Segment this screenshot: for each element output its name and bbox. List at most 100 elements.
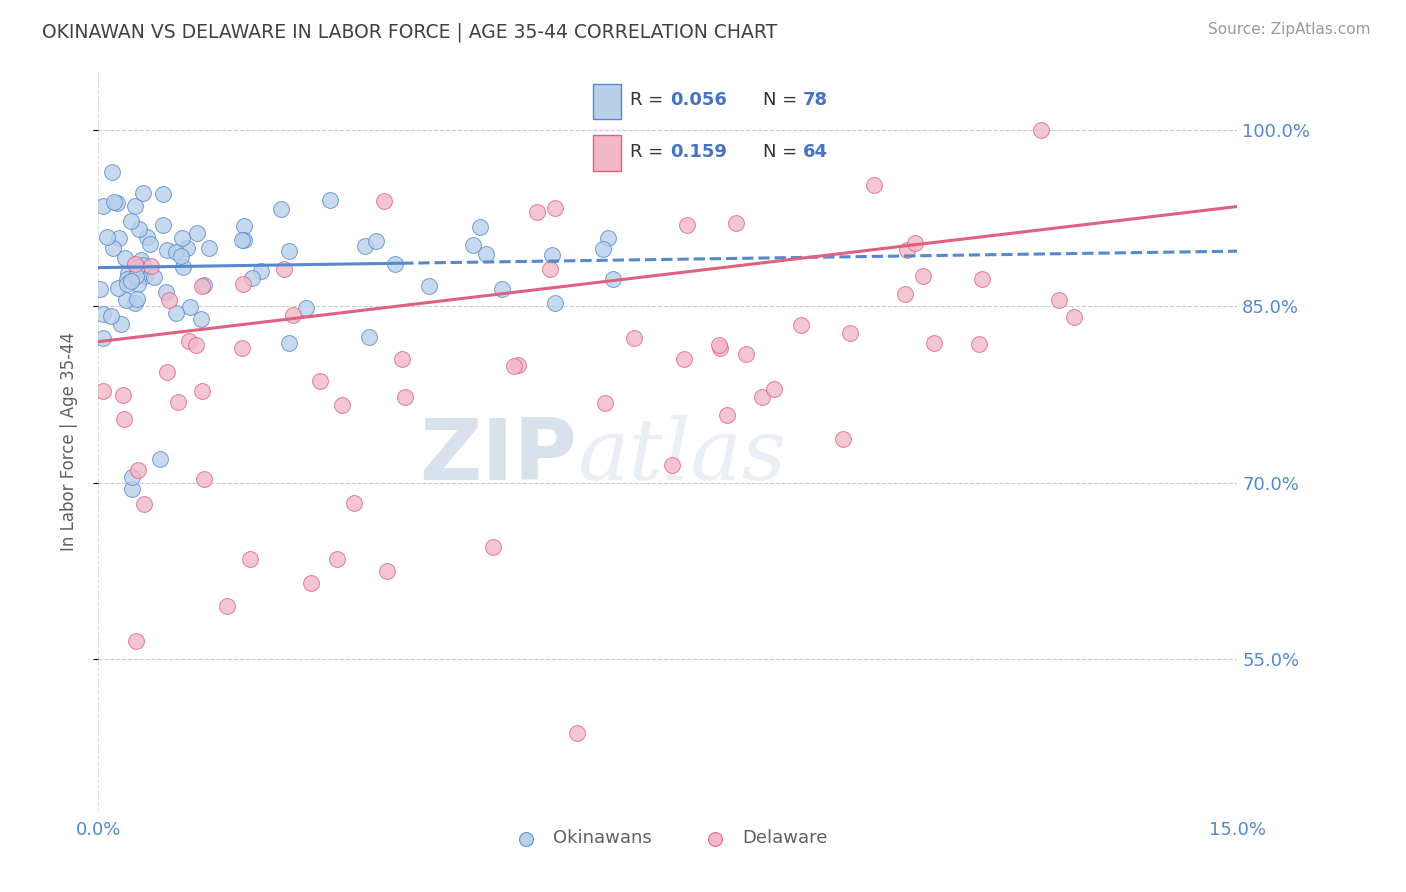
Point (193, 472, 215, 486)
Text: atlas: atlas (576, 415, 786, 498)
Point (709, 341, 731, 355)
Point (593, 395, 616, 409)
Point (233, 219, 256, 234)
Point (673, 352, 696, 367)
Point (418, 278, 440, 293)
Point (101, 241, 124, 255)
Point (103, 194, 125, 209)
Point (156, 365, 179, 379)
Point (100, 309, 122, 323)
Point (91, 331, 114, 345)
Point (538, 261, 561, 276)
Point (354, 239, 377, 253)
Text: 0.056: 0.056 (671, 92, 727, 110)
Point (661, 458, 683, 473)
Point (122, 269, 145, 284)
Point (125, 269, 148, 284)
Point (270, 202, 292, 216)
Point (967, 336, 990, 351)
Point (129, 266, 152, 280)
Point (127, 463, 149, 477)
Point (176, 241, 198, 255)
Point (127, 293, 149, 307)
Point (132, 258, 155, 272)
Point (735, 346, 758, 360)
Point (893, 287, 915, 301)
Point (91, 307, 114, 321)
Text: R =: R = (630, 143, 669, 161)
Point (239, 552, 262, 566)
Point (141, 259, 163, 273)
FancyBboxPatch shape (593, 135, 620, 170)
Point (725, 216, 748, 230)
Point (716, 408, 738, 422)
Point (375, 564, 398, 578)
Point (233, 234, 256, 248)
Point (482, 541, 505, 555)
Point (763, 383, 786, 397)
Point (167, 395, 190, 409)
Point (124, 199, 146, 213)
Point (111, 388, 134, 402)
Point (121, 482, 143, 496)
Point (896, 243, 918, 257)
Text: N =: N = (763, 92, 803, 110)
Point (1063, 310, 1085, 324)
Text: N =: N = (763, 143, 803, 161)
Point (198, 241, 221, 255)
Point (152, 218, 174, 232)
Point (125, 634, 148, 648)
Point (831, 433, 853, 447)
Point (132, 497, 155, 511)
Point (468, 220, 491, 235)
Point (281, 308, 304, 322)
FancyBboxPatch shape (593, 84, 620, 120)
Point (526, 204, 548, 219)
Point (491, 281, 513, 295)
Point (132, 186, 155, 200)
Point (602, 272, 624, 286)
Point (463, 237, 485, 252)
Point (924, 336, 946, 351)
Point (191, 278, 214, 293)
Point (391, 351, 413, 366)
Point (115, 272, 138, 286)
Point (107, 281, 129, 295)
Point (242, 270, 264, 285)
Point (299, 575, 322, 590)
Point (134, 268, 156, 283)
Point (186, 338, 208, 352)
Point (506, 358, 529, 372)
Point (170, 230, 193, 244)
Point (503, 359, 526, 373)
Point (217, 599, 239, 613)
Point (172, 260, 194, 274)
Point (179, 334, 201, 349)
Point (540, 248, 562, 262)
Point (124, 257, 146, 271)
Point (108, 231, 131, 245)
Point (91, 199, 114, 213)
Y-axis label: In Labor Force | Age 35-44: In Labor Force | Age 35-44 (59, 332, 77, 551)
Point (166, 305, 188, 319)
Point (91, 384, 114, 398)
Point (751, 390, 773, 404)
Point (128, 221, 150, 235)
Text: 64: 64 (803, 143, 828, 161)
Point (972, 272, 994, 286)
Text: ZIP: ZIP (419, 415, 576, 498)
Point (115, 277, 138, 291)
Point (124, 295, 146, 310)
Point (129, 253, 152, 268)
Point (862, 178, 884, 192)
Point (232, 277, 254, 292)
Point (384, 257, 406, 271)
Point (623, 331, 645, 345)
Point (155, 285, 177, 299)
Point (114, 252, 136, 266)
Legend: Okinawans, Delaware: Okinawans, Delaware (501, 822, 835, 855)
Point (330, 398, 353, 412)
Point (359, 329, 381, 343)
Point (250, 264, 273, 278)
Point (101, 165, 124, 179)
